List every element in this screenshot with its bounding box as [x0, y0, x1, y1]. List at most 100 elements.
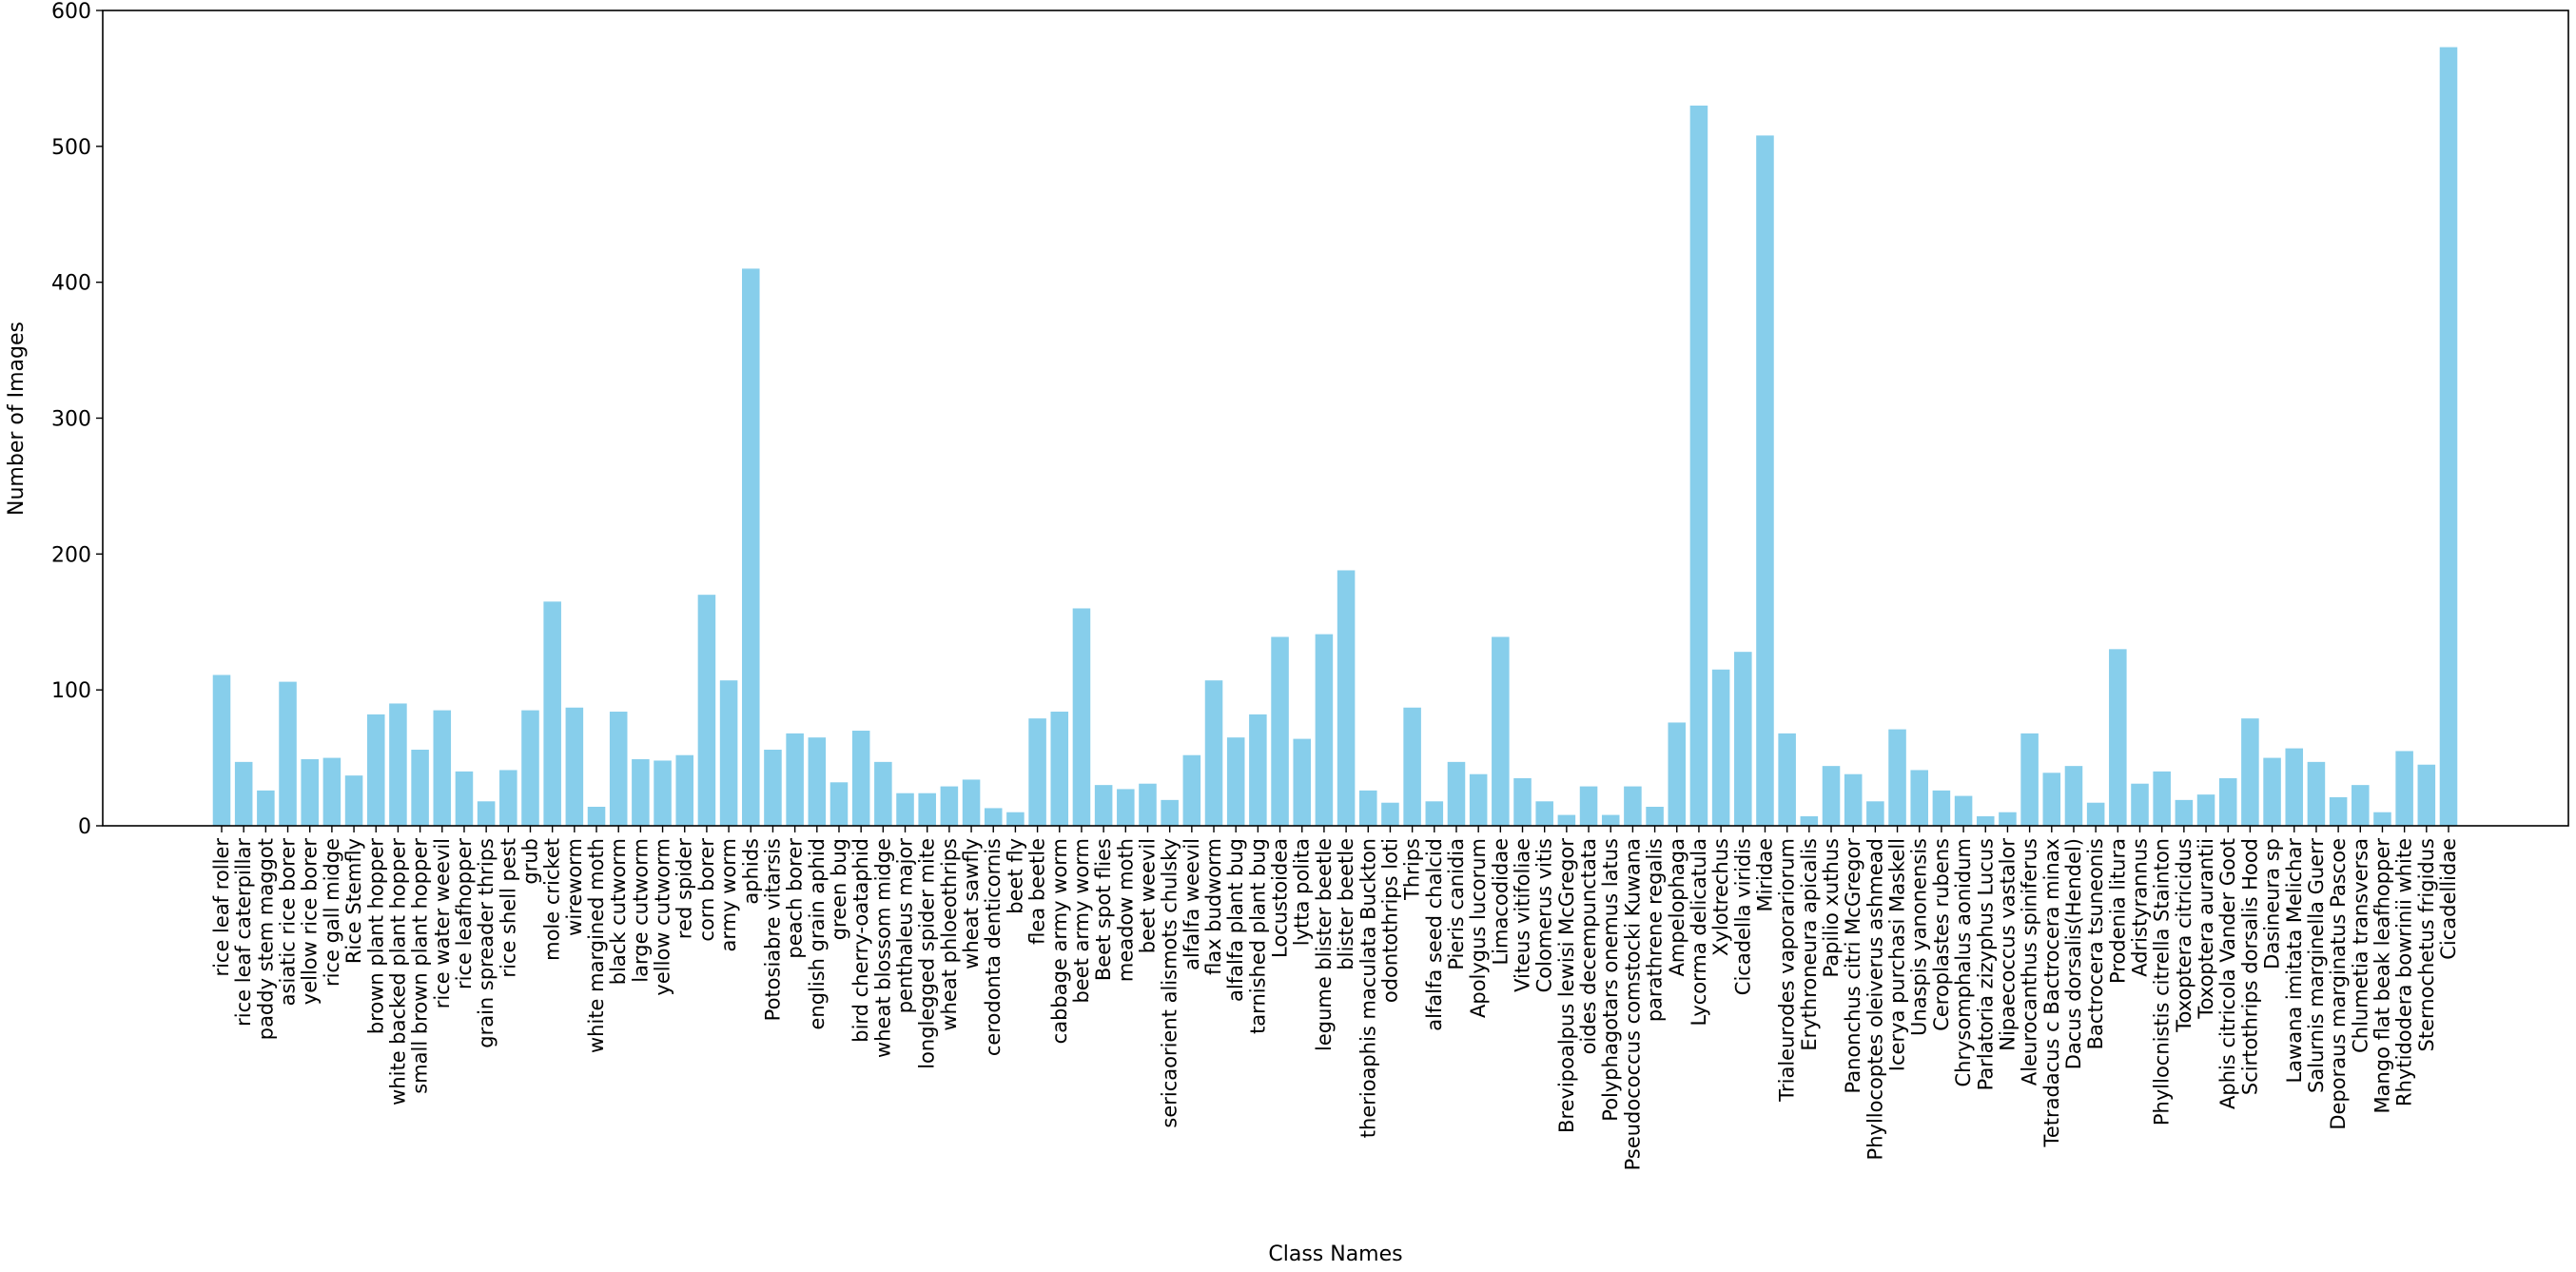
x-tick-label: Aphis citricola Vander Goot [2216, 838, 2239, 1109]
bar-70 [1756, 135, 1774, 826]
bar-86 [2109, 649, 2127, 826]
x-tick-label: Mango flat beak leafhopper [2371, 838, 2393, 1114]
bar-68 [1711, 669, 1730, 826]
bar-100 [2417, 764, 2436, 826]
bar-27 [808, 737, 827, 826]
x-tick-label: green bug [828, 838, 850, 940]
bar-64 [1624, 786, 1642, 826]
x-tick-label: Chlumetia transversa [2349, 838, 2371, 1053]
x-tick-label: sericaorient alismots chulsky [1159, 838, 1181, 1128]
bar-4 [301, 759, 319, 826]
y-tick-label: 600 [51, 0, 91, 24]
bar-79 [1954, 795, 1973, 826]
x-tick-label: mole cricket [541, 838, 564, 961]
bar-83 [2042, 773, 2061, 826]
bar-38 [1050, 712, 1069, 826]
bar-76 [1888, 729, 1906, 826]
bar-34 [962, 779, 981, 826]
bar-57 [1469, 773, 1488, 826]
x-tick-label: Miridae [1753, 838, 1776, 912]
x-tick-label: Chrysomphalus aonidum [1952, 838, 1975, 1087]
bar-97 [2352, 785, 2370, 826]
x-tick-label: flea beetle [1026, 838, 1049, 945]
x-tick-label: blister beetle [1335, 838, 1357, 970]
x-tick-label: white backed plant hopper [386, 838, 409, 1106]
y-tick-label: 300 [51, 408, 91, 432]
x-tick-label: wheat sawfly [960, 838, 983, 969]
x-tick-label: wheat blossom midge [871, 838, 894, 1058]
x-tick-label: Nipaecoccus vastalor [1996, 838, 2019, 1051]
x-tick-label: aphids [739, 838, 762, 905]
bar-87 [2131, 783, 2149, 826]
bar-29 [851, 731, 870, 826]
x-axis-label: Class Names [1268, 1243, 1402, 1266]
y-tick-label: 200 [51, 543, 91, 567]
x-tick-label: Tetradacus c Bactrocera minax [2040, 838, 2063, 1147]
x-tick-label: army worm [717, 838, 740, 951]
x-tick-label: Viteus vitifoliae [1512, 838, 1534, 992]
x-tick-label: Panonchus citri McGregor [1842, 838, 1864, 1094]
x-tick-label: Rhytidodera bowrinii white [2393, 838, 2416, 1106]
x-tick-label: peach borer [784, 838, 807, 959]
bar-33 [940, 786, 959, 826]
y-tick-label: 400 [51, 272, 91, 296]
x-tick-label: alfalfa seed chalcid [1423, 838, 1446, 1031]
bar-92 [2241, 718, 2259, 826]
plot-frame [102, 10, 2569, 827]
bar-93 [2263, 757, 2281, 826]
bar-42 [1139, 783, 1157, 826]
x-tick-label: Sternochetus frigidus [2415, 838, 2438, 1051]
bar-15 [543, 601, 561, 826]
bar-48 [1271, 636, 1289, 826]
bar-47 [1249, 714, 1267, 826]
bar-19 [632, 759, 650, 826]
bar-21 [675, 754, 694, 826]
bar-39 [1072, 608, 1091, 826]
x-tick-label: penthaleus major [894, 838, 917, 1014]
x-tick-label: yellow cutworm [652, 838, 674, 996]
x-tick-label: beet weevil [1136, 838, 1159, 953]
bar-43 [1161, 799, 1179, 826]
x-tick-label: Toxoptera aurantii [2195, 838, 2217, 1020]
x-tick-label: rice leafhopper [453, 838, 476, 989]
bar-82 [2020, 733, 2039, 826]
x-tick-label: rice leaf roller [210, 838, 233, 977]
bar-10 [433, 710, 452, 826]
bar-20 [654, 760, 672, 826]
x-tick-label: Apolygus lucorum [1467, 838, 1490, 1018]
x-tick-label: Papilio xuthus [1820, 838, 1843, 977]
bar-50 [1315, 634, 1334, 826]
bar-80 [1976, 816, 1995, 826]
bar-17 [587, 807, 606, 826]
bar-74 [1844, 773, 1863, 826]
bar-78 [1932, 790, 1951, 826]
x-tick-label: rice water weevil [431, 838, 454, 1008]
x-tick-label: black cutworm [607, 838, 630, 985]
x-tick-label: Toxoptera citricidus [2173, 838, 2195, 1033]
x-tick-label: Pseudococcus comstocki Kuwana [1621, 838, 1644, 1170]
bar-90 [2196, 794, 2215, 826]
bar-60 [1535, 801, 1553, 826]
bar-101 [2439, 47, 2458, 826]
x-tick-label: red spider [673, 838, 696, 939]
x-tick-label: Ceroplastes rubens [1930, 838, 1953, 1031]
x-tick-label: alfalfa plant bug [1224, 838, 1247, 1002]
x-tick-label: Cicadellidae [2437, 838, 2460, 960]
x-tick-label: Unaspis yanonensis [1908, 838, 1931, 1036]
x-tick-label: cerodonta denticornis [982, 838, 1005, 1056]
x-tick-label: Beet spot flies [1092, 838, 1115, 981]
bar-89 [2175, 799, 2194, 826]
x-tick-label: Lycorma delicatula [1688, 838, 1710, 1026]
x-tick-label: Icerya purchasi Maskell [1886, 838, 1909, 1071]
bar-23 [719, 680, 738, 826]
bar-45 [1204, 680, 1223, 826]
bar-14 [521, 710, 539, 826]
bar-98 [2373, 812, 2391, 826]
bar-53 [1381, 802, 1399, 826]
bar-85 [2086, 802, 2105, 826]
bar-3 [279, 681, 297, 826]
bar-49 [1293, 738, 1311, 826]
bar-44 [1182, 754, 1201, 826]
x-tick-label: Cicadella viridis [1731, 838, 1754, 995]
bar-69 [1734, 652, 1752, 826]
